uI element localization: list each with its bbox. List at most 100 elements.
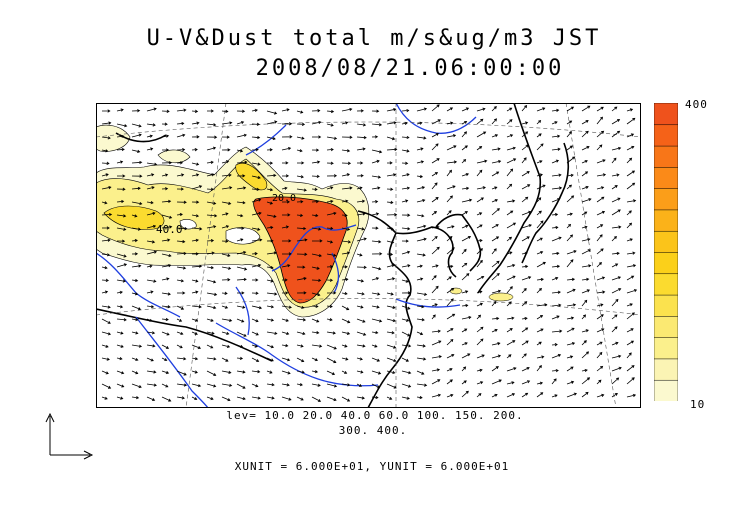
wind-arrow <box>581 264 592 268</box>
wind-arrow <box>611 119 621 125</box>
wind-arrow <box>416 107 428 112</box>
wind-arrow <box>491 379 502 385</box>
wind-arrow <box>551 147 561 151</box>
wind-arrow <box>386 121 397 125</box>
wind-arrow <box>266 370 273 374</box>
wind-arrow <box>371 175 382 179</box>
wind-arrow <box>386 240 395 244</box>
wind-arrow <box>371 149 383 154</box>
wind-arrow <box>116 318 127 322</box>
colorbar-swatch <box>654 124 678 147</box>
wind-arrow <box>207 109 214 113</box>
wind-arrow <box>491 236 500 242</box>
wind-arrow <box>536 107 546 112</box>
wind-arrow <box>596 303 604 307</box>
wind-arrow <box>206 135 218 139</box>
wind-arrow <box>626 312 635 320</box>
wind-arrow <box>341 173 351 177</box>
wind-arrow <box>626 145 635 151</box>
wind-arrow <box>491 199 499 203</box>
wind-arrow <box>626 275 635 281</box>
wind-arrow <box>341 227 351 231</box>
wind-arrow <box>446 393 454 398</box>
wind-arrow <box>476 169 483 177</box>
wind-arrow <box>371 395 379 400</box>
wind-arrow <box>536 364 542 372</box>
wind-arrow <box>491 208 500 216</box>
wind-arrow <box>386 227 395 231</box>
wind-arrow <box>476 197 484 203</box>
wind-arrow <box>416 147 424 151</box>
wind-arrow <box>356 123 367 127</box>
wind-arrow <box>311 174 320 178</box>
wind-arrow <box>311 330 320 335</box>
wind-arrow <box>131 214 138 218</box>
wind-arrow <box>326 396 337 402</box>
wind-arrow <box>266 292 278 296</box>
wind-arrow <box>296 149 303 153</box>
wind-arrow <box>551 303 562 307</box>
wind-arrow <box>401 331 411 337</box>
wind-arrow <box>386 147 398 152</box>
wind-arrow <box>116 214 127 218</box>
wind-arrow <box>341 344 348 348</box>
wind-arrow <box>191 318 199 322</box>
wind-arrow <box>521 264 529 269</box>
wind-arrow <box>326 186 334 190</box>
wind-arrow <box>356 186 363 190</box>
wind-arrow <box>191 252 199 256</box>
wind-arrow <box>536 315 544 320</box>
vector-units: XUNIT = 6.000E+01, YUNIT = 6.000E+01 <box>234 460 510 473</box>
wind-arrow <box>506 301 512 307</box>
wind-arrow <box>446 134 457 138</box>
wind-arrow <box>371 212 380 216</box>
wind-arrow <box>446 107 454 112</box>
wind-arrow <box>506 168 514 177</box>
wind-arrow <box>146 240 156 244</box>
wind-arrow <box>326 318 333 322</box>
wind-arrow <box>116 370 125 375</box>
wind-arrow <box>281 343 289 348</box>
wind-arrow <box>431 379 441 385</box>
wind-arrow <box>146 107 157 112</box>
wind-arrow <box>596 159 606 164</box>
wind-arrow <box>506 199 516 203</box>
wind-arrow <box>251 198 262 203</box>
wind-arrow <box>401 305 411 310</box>
wind-arrow <box>401 199 409 203</box>
wind-arrow <box>491 393 498 398</box>
wind-arrow <box>146 134 153 138</box>
wind-arrow <box>161 161 173 165</box>
wind-arrow <box>506 158 517 164</box>
wind-arrow <box>356 265 367 269</box>
dust-patch-japan-2 <box>488 292 514 302</box>
wind-arrow <box>221 318 233 322</box>
wind-arrow <box>341 383 351 387</box>
wind-arrow <box>221 396 231 402</box>
wind-arrow <box>161 238 171 242</box>
colorbar-swatch <box>654 209 678 232</box>
wind-arrow <box>596 393 605 398</box>
wind-arrow <box>461 303 469 308</box>
wind-arrow <box>626 199 637 203</box>
wind-arrow <box>161 199 172 204</box>
wind-arrow <box>551 159 560 164</box>
wind-arrow <box>131 383 142 389</box>
wind-arrow <box>566 392 578 398</box>
wind-arrow <box>596 248 604 255</box>
wind-arrow <box>221 109 229 114</box>
wind-arrow <box>311 278 322 283</box>
wind-arrow <box>251 211 262 216</box>
wind-arrow <box>101 357 110 361</box>
wind-arrow <box>116 108 124 112</box>
wind-arrow <box>281 331 290 335</box>
wind-arrow <box>281 252 292 256</box>
wind-arrow <box>341 291 348 296</box>
wind-arrow <box>356 199 366 203</box>
wind-arrow <box>161 214 173 219</box>
wind-arrow <box>386 173 397 177</box>
wind-arrow <box>266 344 275 349</box>
wind-arrow <box>236 201 246 205</box>
wind-arrow <box>506 119 513 125</box>
wind-arrow <box>341 149 351 153</box>
